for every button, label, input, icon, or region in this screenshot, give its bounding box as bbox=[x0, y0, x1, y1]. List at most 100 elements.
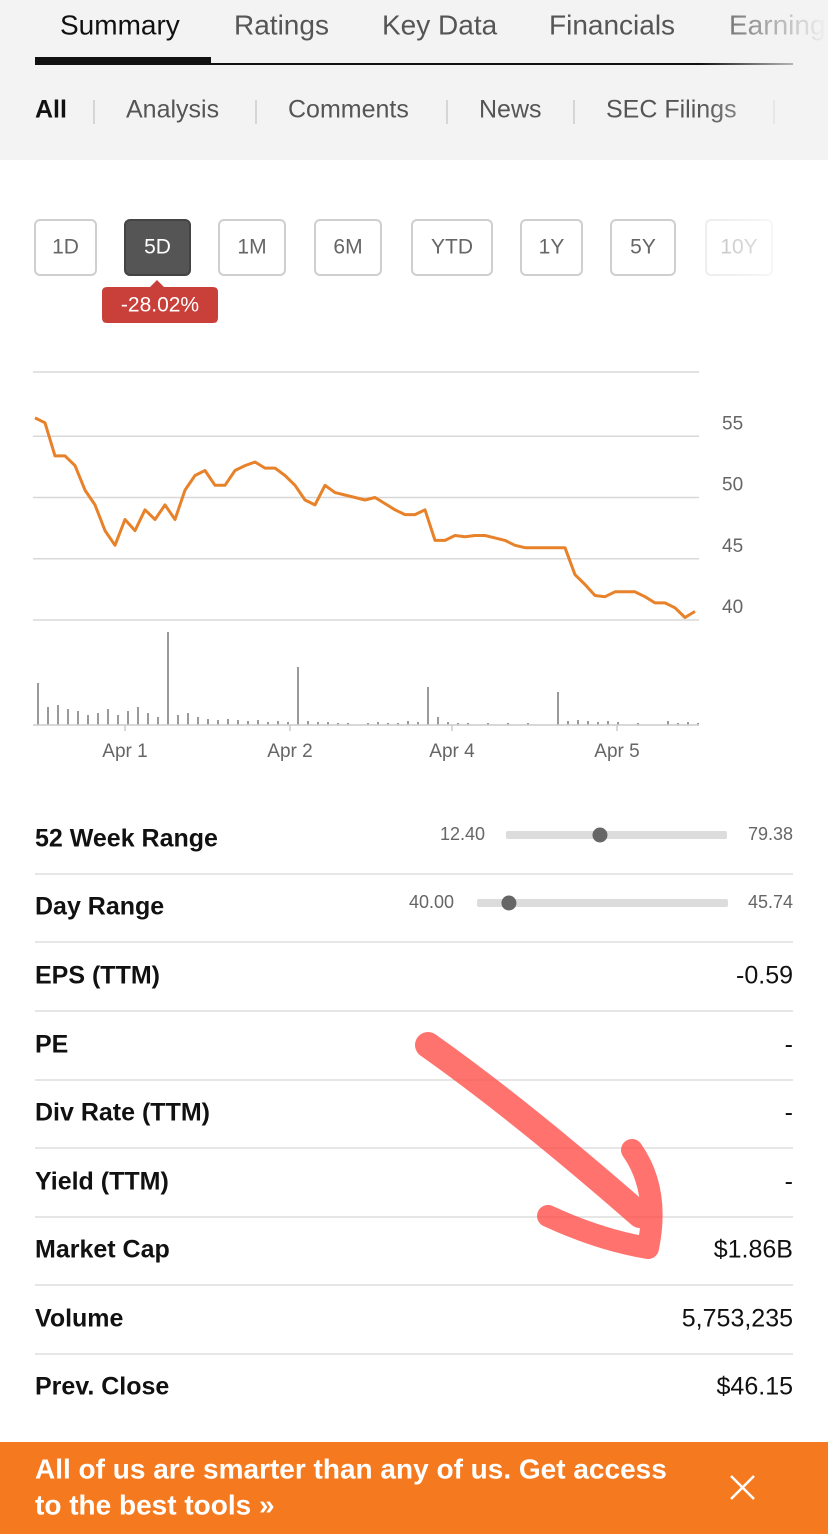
stat-value: $1.86B bbox=[714, 1236, 793, 1264]
volume-bar bbox=[37, 683, 39, 725]
volume-bar bbox=[287, 722, 289, 725]
banner-bg[interactable] bbox=[0, 1442, 828, 1534]
range-button[interactable] bbox=[34, 219, 97, 276]
volume-bar bbox=[57, 705, 59, 725]
volume-bar bbox=[587, 721, 589, 725]
range-label[interactable]: 5Y bbox=[630, 236, 656, 259]
stat-label: Day Range bbox=[35, 893, 164, 921]
y-tick-label: 45 bbox=[722, 536, 743, 557]
volume-bar bbox=[527, 723, 529, 725]
range-buttons: 1D5D1M6MYTD1Y5Y10Y bbox=[34, 219, 773, 276]
badge-text: -28.02% bbox=[121, 294, 199, 317]
subtab-bar: All Analysis Comments News SEC Filings bbox=[35, 96, 775, 124]
range-button[interactable] bbox=[610, 219, 676, 276]
volume-bar bbox=[217, 720, 219, 725]
volume-bar bbox=[697, 723, 699, 725]
subtab[interactable]: Comments bbox=[288, 96, 409, 124]
price-line bbox=[34, 416, 696, 619]
subtab[interactable]: Analysis bbox=[126, 96, 219, 124]
range-button[interactable] bbox=[520, 219, 583, 276]
range-button[interactable] bbox=[314, 219, 382, 276]
range-label[interactable]: 1Y bbox=[539, 236, 565, 259]
volume-bar bbox=[487, 723, 489, 725]
volume-bar bbox=[207, 719, 209, 725]
volume-bar bbox=[557, 692, 559, 725]
subtab[interactable]: All bbox=[35, 96, 67, 124]
volume-bar bbox=[77, 711, 79, 725]
range-track bbox=[477, 899, 728, 907]
volume-bar bbox=[167, 632, 169, 725]
range-button[interactable] bbox=[218, 219, 286, 276]
range-track bbox=[506, 831, 727, 839]
volume-bar bbox=[137, 707, 139, 725]
header-bg bbox=[0, 0, 828, 160]
volume-bar bbox=[367, 723, 369, 725]
stat-label: Yield (TTM) bbox=[35, 1168, 169, 1196]
y-tick-label: 50 bbox=[722, 475, 743, 496]
banner-text[interactable]: All of us are smarter than any of us. Ge… bbox=[35, 1453, 667, 1484]
tab[interactable]: Key Data bbox=[382, 9, 498, 40]
stat-value: -0.59 bbox=[736, 962, 793, 990]
volume-bar bbox=[667, 721, 669, 725]
active-tab-indicator bbox=[35, 57, 211, 63]
volume-bar bbox=[337, 723, 339, 725]
volume-bar bbox=[227, 719, 229, 725]
volume-bar bbox=[317, 722, 319, 725]
banner-text[interactable]: to the best tools » bbox=[35, 1489, 275, 1520]
change-badge: -28.02% bbox=[102, 280, 218, 323]
banner-close[interactable] bbox=[730, 1475, 755, 1500]
volume-bar bbox=[277, 721, 279, 725]
subtab[interactable]: News bbox=[479, 96, 542, 124]
range-label[interactable]: 5D bbox=[144, 236, 171, 259]
stat-value: - bbox=[785, 1168, 793, 1196]
price-chart: 40 45 50 55 Apr 1 Apr 2 Apr 4 Apr 5 bbox=[33, 371, 743, 762]
volume-bar bbox=[617, 722, 619, 725]
volume-bar bbox=[117, 715, 119, 725]
stat-value: - bbox=[785, 1099, 793, 1127]
volume-bar bbox=[437, 717, 439, 725]
volume-bar bbox=[327, 722, 329, 725]
volume-bar bbox=[387, 723, 389, 725]
tab[interactable]: Financials bbox=[549, 9, 675, 40]
range-label[interactable]: 6M bbox=[333, 236, 362, 259]
volume-bar bbox=[127, 711, 129, 725]
volume-bar bbox=[177, 715, 179, 725]
volume-bar bbox=[567, 721, 569, 725]
stat-value: - bbox=[785, 1031, 793, 1059]
volume-bar bbox=[67, 709, 69, 725]
stat-label: Prev. Close bbox=[35, 1373, 169, 1401]
badge-bg bbox=[102, 280, 218, 323]
stats-table: 52 Week Range 12.40 79.38 Day Range 40.00 45.… bbox=[35, 824, 793, 1401]
volume-bar bbox=[237, 720, 239, 725]
scroll-fade bbox=[700, 0, 828, 160]
stat-label: PE bbox=[35, 1031, 68, 1059]
volume-bar bbox=[597, 722, 599, 725]
stat-value: 5,753,235 bbox=[682, 1305, 793, 1333]
volume-bar bbox=[307, 721, 309, 725]
volume-bar bbox=[197, 717, 199, 725]
y-tick-label: 55 bbox=[722, 413, 743, 434]
close-stroke bbox=[730, 1475, 755, 1500]
range-low: 40.00 bbox=[409, 892, 454, 912]
tab[interactable]: Ratings bbox=[234, 9, 329, 40]
range-label[interactable]: 1D bbox=[52, 236, 79, 259]
volume-bar bbox=[447, 722, 449, 725]
range-button[interactable] bbox=[411, 219, 493, 276]
volume-bar bbox=[417, 722, 419, 725]
range-button[interactable] bbox=[124, 219, 191, 276]
volume-bar bbox=[377, 722, 379, 725]
range-label[interactable]: YTD bbox=[431, 236, 473, 259]
volume-bar bbox=[407, 721, 409, 725]
x-tick-label: Apr 5 bbox=[594, 741, 639, 762]
volume-bar bbox=[257, 720, 259, 725]
range-label[interactable]: 1M bbox=[237, 236, 266, 259]
tab[interactable]: Summary bbox=[60, 9, 180, 40]
volume-bar bbox=[157, 717, 159, 725]
volume-bar bbox=[637, 723, 639, 725]
stat-label: Volume bbox=[35, 1305, 124, 1333]
volume-bar bbox=[47, 707, 49, 725]
stat-label: Market Cap bbox=[35, 1236, 170, 1264]
volume-bar bbox=[107, 709, 109, 725]
volume-bar bbox=[187, 713, 189, 725]
